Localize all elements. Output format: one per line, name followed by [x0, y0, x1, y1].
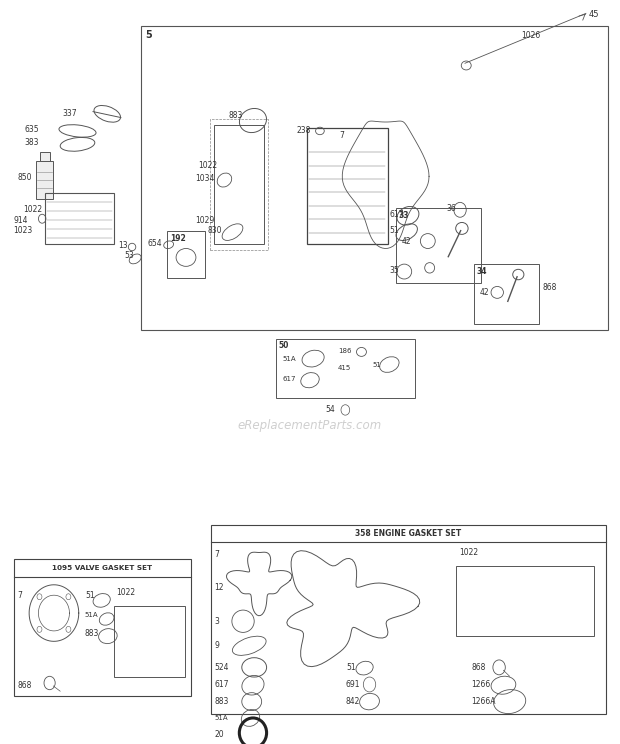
Text: 1022: 1022	[24, 205, 43, 214]
Text: 45: 45	[589, 10, 600, 19]
Text: 1022: 1022	[198, 161, 218, 170]
Text: 7: 7	[215, 550, 219, 559]
Bar	[307, 128, 388, 244]
Text: 868: 868	[542, 283, 557, 292]
Text: 524: 524	[215, 663, 229, 672]
Text: 238: 238	[296, 126, 311, 135]
Text: 33: 33	[398, 211, 409, 220]
Text: 830: 830	[208, 226, 222, 235]
Bar	[396, 208, 480, 283]
Bar	[36, 161, 53, 199]
Text: 1026: 1026	[521, 31, 540, 40]
Text: 3: 3	[215, 617, 219, 626]
Text: 617: 617	[282, 376, 296, 382]
Text: 20: 20	[215, 730, 224, 739]
Text: 691: 691	[346, 680, 360, 689]
Text: 1022: 1022	[116, 588, 135, 597]
Bar	[141, 26, 608, 330]
Bar	[14, 559, 191, 696]
Bar	[114, 606, 185, 677]
Text: 635: 635	[25, 125, 40, 134]
Text: 50: 50	[278, 341, 289, 350]
Bar	[40, 152, 50, 161]
Text: 51A: 51A	[85, 612, 99, 618]
Text: 5: 5	[145, 30, 152, 40]
Text: 51A: 51A	[282, 356, 296, 362]
Text: 883: 883	[228, 111, 242, 120]
Text: 35: 35	[389, 266, 399, 275]
Text: 51: 51	[346, 663, 356, 672]
Bar	[214, 125, 264, 244]
Text: 51A: 51A	[215, 715, 228, 721]
Text: 1095 VALVE GASKET SET: 1095 VALVE GASKET SET	[52, 565, 153, 571]
Text: 42: 42	[480, 288, 490, 297]
Text: 34: 34	[476, 267, 487, 276]
Text: 617: 617	[389, 210, 404, 219]
Text: 7: 7	[340, 131, 345, 140]
Text: 12: 12	[215, 583, 224, 592]
Bar	[276, 339, 415, 398]
Text: 850: 850	[17, 173, 32, 182]
Text: 53: 53	[124, 251, 134, 260]
Text: 36: 36	[446, 204, 456, 213]
Text: 383: 383	[25, 138, 39, 147]
Text: 337: 337	[62, 109, 77, 118]
Text: 358 ENGINE GASKET SET: 358 ENGINE GASKET SET	[355, 529, 462, 538]
Text: 54: 54	[326, 405, 335, 414]
Bar	[210, 119, 268, 250]
Text: 617: 617	[215, 680, 229, 689]
Bar	[456, 566, 594, 636]
Text: 51: 51	[372, 362, 381, 368]
Text: 1029: 1029	[195, 217, 215, 225]
Text: 186: 186	[338, 348, 352, 354]
Text: 7: 7	[17, 591, 22, 600]
Text: 51: 51	[85, 591, 95, 600]
Text: 883: 883	[215, 697, 229, 706]
Text: 1266A: 1266A	[471, 697, 496, 706]
Text: 1022: 1022	[459, 548, 478, 557]
Bar	[45, 193, 114, 244]
Text: 883: 883	[85, 629, 99, 638]
Text: 868: 868	[17, 681, 32, 690]
Text: 914: 914	[14, 216, 28, 225]
Bar	[167, 231, 205, 278]
Text: 51: 51	[389, 226, 399, 235]
Text: eReplacementParts.com: eReplacementParts.com	[238, 419, 382, 432]
Text: 42: 42	[402, 237, 412, 246]
Text: 1034: 1034	[195, 174, 215, 183]
Text: 868: 868	[471, 663, 485, 672]
Bar	[474, 264, 539, 324]
Text: 13: 13	[118, 241, 128, 250]
Bar	[211, 525, 606, 714]
Text: 9: 9	[215, 641, 219, 650]
Text: 1266: 1266	[471, 680, 490, 689]
Text: 192: 192	[170, 234, 185, 243]
Text: 654: 654	[148, 239, 162, 248]
Text: 842: 842	[346, 697, 360, 706]
Text: 1023: 1023	[14, 226, 33, 235]
Text: 415: 415	[338, 365, 351, 371]
